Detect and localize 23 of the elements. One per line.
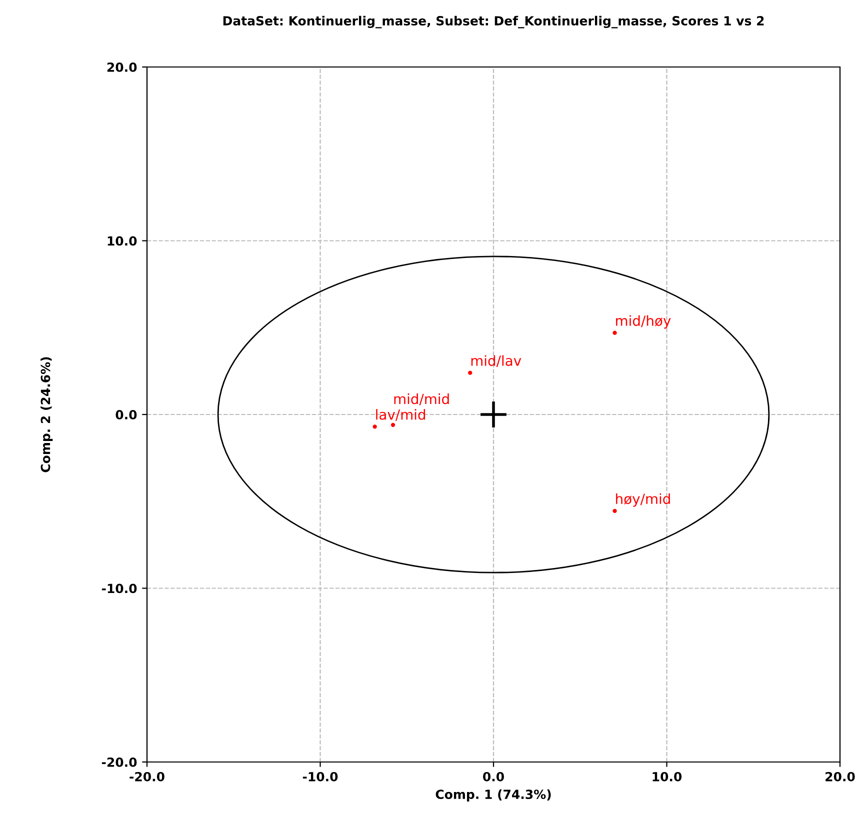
point bbox=[390, 422, 396, 428]
y-axis-title: Comp. 2 (24.6%) bbox=[40, 357, 53, 472]
point bbox=[612, 508, 617, 514]
data-label: høy/mid bbox=[616, 493, 670, 507]
y-tick-label: -20.0 bbox=[102, 757, 137, 767]
x-axis-title: Comp. 1 (74.3%) bbox=[436, 789, 551, 802]
x-tick-label: -10.0 bbox=[302, 772, 338, 782]
y-tick-label: 20.0 bbox=[107, 62, 137, 72]
y-tick-label: -10.0 bbox=[102, 584, 137, 594]
y-tick-label: 0.0 bbox=[116, 410, 137, 420]
y-tick-label: 10.0 bbox=[108, 236, 137, 246]
data-label: mid/mid bbox=[394, 393, 449, 406]
data-label: lav/mid bbox=[376, 409, 426, 421]
chart-title: DataSet: Kontinuerlig_masse, Subset: Def_Kontinuerlig_masse, Scores 1 vs 2 bbox=[223, 16, 764, 28]
x-tick-label: -20.0 bbox=[130, 772, 164, 782]
x-tick-label: 0.0 bbox=[483, 772, 504, 782]
point bbox=[612, 330, 617, 335]
point bbox=[468, 370, 472, 375]
x-tick-label: 10.0 bbox=[652, 772, 682, 782]
point bbox=[372, 424, 377, 429]
data-label: mid/lav bbox=[471, 355, 522, 368]
data-label: mid/høy bbox=[616, 315, 671, 329]
x-tick-label: 20.0 bbox=[826, 772, 855, 782]
